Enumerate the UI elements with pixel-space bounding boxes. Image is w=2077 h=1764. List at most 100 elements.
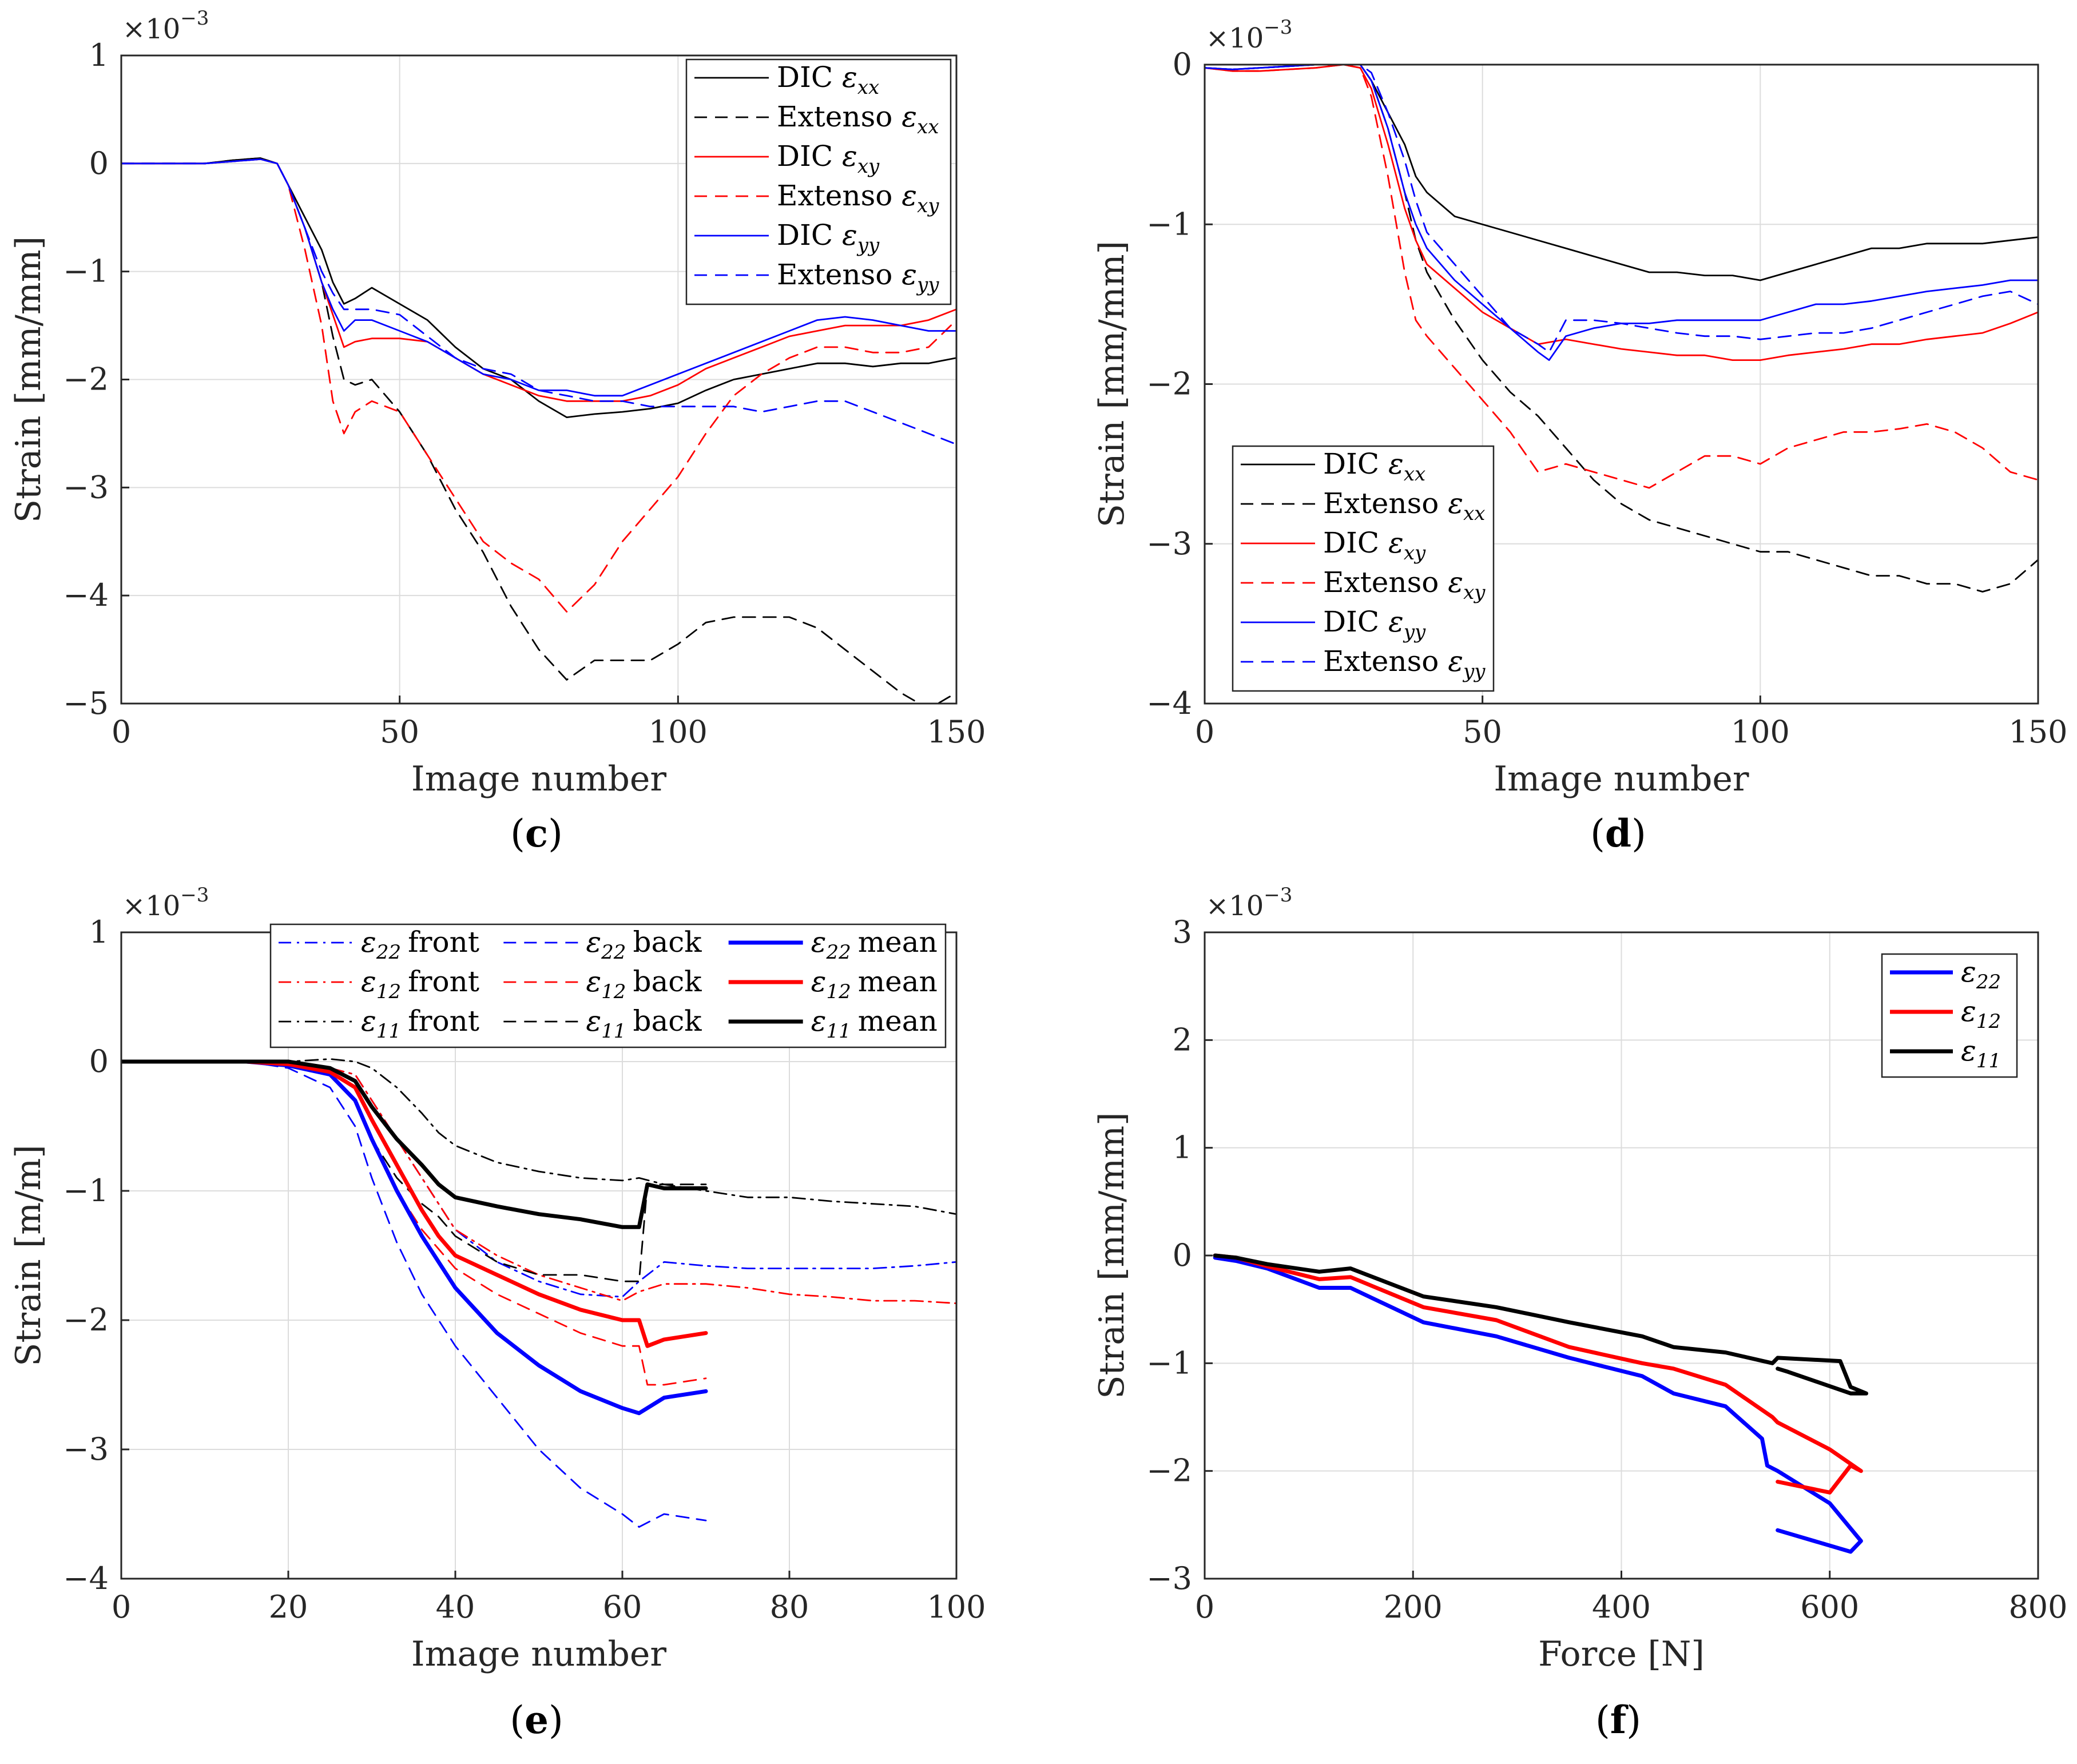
legend-entry: DIC εyy [1323,605,1426,643]
legend-entry: DIC εyy [777,218,880,257]
legend-subscript: xy [857,155,880,178]
axis-exponent: ×10−3 [1206,884,1292,922]
x-tick-label: 20 [269,1589,308,1625]
legend-name: mean [858,1004,938,1038]
legend-name: Extenso [777,258,902,291]
axes-frame [120,54,958,705]
legend-epsilon: ε [811,925,827,959]
y-tick-label: 0 [1173,1237,1192,1273]
legend-subscript: 12 [827,980,851,1003]
legend-epsilon: ε [1388,447,1404,480]
y-tick-label: −4 [63,1560,109,1596]
legend-subscript: 11 [827,1020,851,1043]
legend-subscript: yy [916,273,939,296]
legend-subscript: xy [917,194,939,217]
panel-c: 0 50 100 150 1 0 −1 −2 −3 −4 −5 ×10−3 Image number St… [9,7,986,856]
x-tick-label: 50 [380,714,419,750]
y-tick-label: −3 [63,469,109,505]
axis-exponent: ×10−3 [122,7,209,45]
legend-subscript: xx [1463,502,1485,525]
legend-epsilon: ε [586,925,601,959]
y-tick-label: 0 [89,1043,109,1079]
y-axis-label: Strain [mm/mm] [1092,1112,1132,1399]
legend-epsilon: ε [1448,566,1463,599]
y-tick-label: −2 [63,1302,109,1338]
legend-subscript: xy [1404,542,1426,565]
legend-name: DIC [1323,526,1388,559]
panel-label-open: ( [510,812,525,856]
y-tick-label: 3 [1173,914,1192,950]
x-tick-label: 400 [1592,1589,1651,1625]
legend-subscript: xx [917,116,939,138]
legend-name: front [408,965,479,998]
legend-subscript: 12 [1976,1010,2001,1033]
legend-epsilon: ε [811,965,827,998]
legend-epsilon: ε [902,258,917,291]
legend-subscript: yy [1462,660,1486,683]
legend-name: DIC [1323,447,1388,480]
series-line-dic-eyy [1205,65,2038,361]
legend-entry: Extenso εyy [1323,645,1486,683]
legend-epsilon: ε [1961,1034,1976,1067]
legend-name: DIC [777,140,842,173]
legend-name: back [633,1004,702,1038]
legend-box [1881,953,2018,1078]
legend-entry: DIC εxx [777,61,879,99]
panel-label-close: ) [548,812,563,856]
legend-epsilon: ε [1961,995,1976,1028]
legend-entry: ε22 back [586,925,702,964]
x-tick-label: 800 [2008,1589,2067,1625]
x-tick-label: 600 [1800,1589,1859,1625]
axis-exponent-power: −3 [180,7,209,30]
legend-epsilon: ε [361,925,376,959]
legend-entry: ε22 mean [811,925,938,964]
legend-box [1232,445,1495,692]
series-line-e11 [1213,1253,1868,1396]
x-axis-label: Image number [411,759,666,799]
legend-epsilon: ε [1448,487,1463,520]
y-axis-label: Strain [m/m] [9,1145,49,1366]
x-tick-label: 150 [927,714,986,750]
legend-name: mean [858,925,938,959]
legend-epsilon: ε [842,61,857,94]
legend-subscript: 11 [601,1020,626,1043]
legend-epsilon: ε [902,179,917,212]
x-tick-label: 40 [436,1589,475,1625]
legend-epsilon: ε [1961,955,1976,988]
axes-frame [1204,63,2039,705]
legend-subscript: 12 [376,980,401,1003]
axis-exponent-power: −3 [1264,884,1292,907]
panel-e: 0 20 40 60 80 100 1 0 −1 −2 −3 −4 ×10−3 Image number S… [9,884,986,1742]
legend-subscript: 22 [1976,971,2001,994]
x-tick-label: 100 [927,1589,986,1625]
axis-exponent-power: −3 [180,884,209,907]
x-tick-label: 60 [603,1589,642,1625]
x-tick-label: 0 [1195,1589,1214,1625]
y-tick-label: −3 [63,1431,109,1467]
legend-entry: DIC εxx [1323,447,1425,486]
legend-entry: ε11 [1961,1034,2001,1072]
axis-exponent-power: −3 [1264,16,1292,39]
x-tick-label: 0 [112,714,131,750]
x-tick-label: 150 [2008,714,2067,750]
legend-epsilon: ε [586,965,601,998]
legend-name: Extenso [1323,645,1448,678]
panel-label-open: ( [1590,812,1605,856]
x-axis-label: Force [N] [1538,1634,1705,1674]
x-tick-label: 0 [112,1589,131,1625]
legend-name: Extenso [1323,487,1448,520]
panel-label: (d) [1590,811,1646,856]
panel-label-letter: d [1605,811,1631,856]
legend-entry: DIC εxy [777,140,880,178]
legend-epsilon: ε [902,100,917,133]
legend-name: back [633,965,702,998]
series-line-extenso-eyy [121,158,956,446]
series-line-extenso-eyy [1205,65,2038,353]
series-group [121,1058,956,1528]
legend-epsilon: ε [1388,605,1404,638]
legend-name: Extenso [777,179,902,212]
panel-label-letter: e [525,1698,549,1742]
legend-subscript: yy [1403,621,1426,643]
